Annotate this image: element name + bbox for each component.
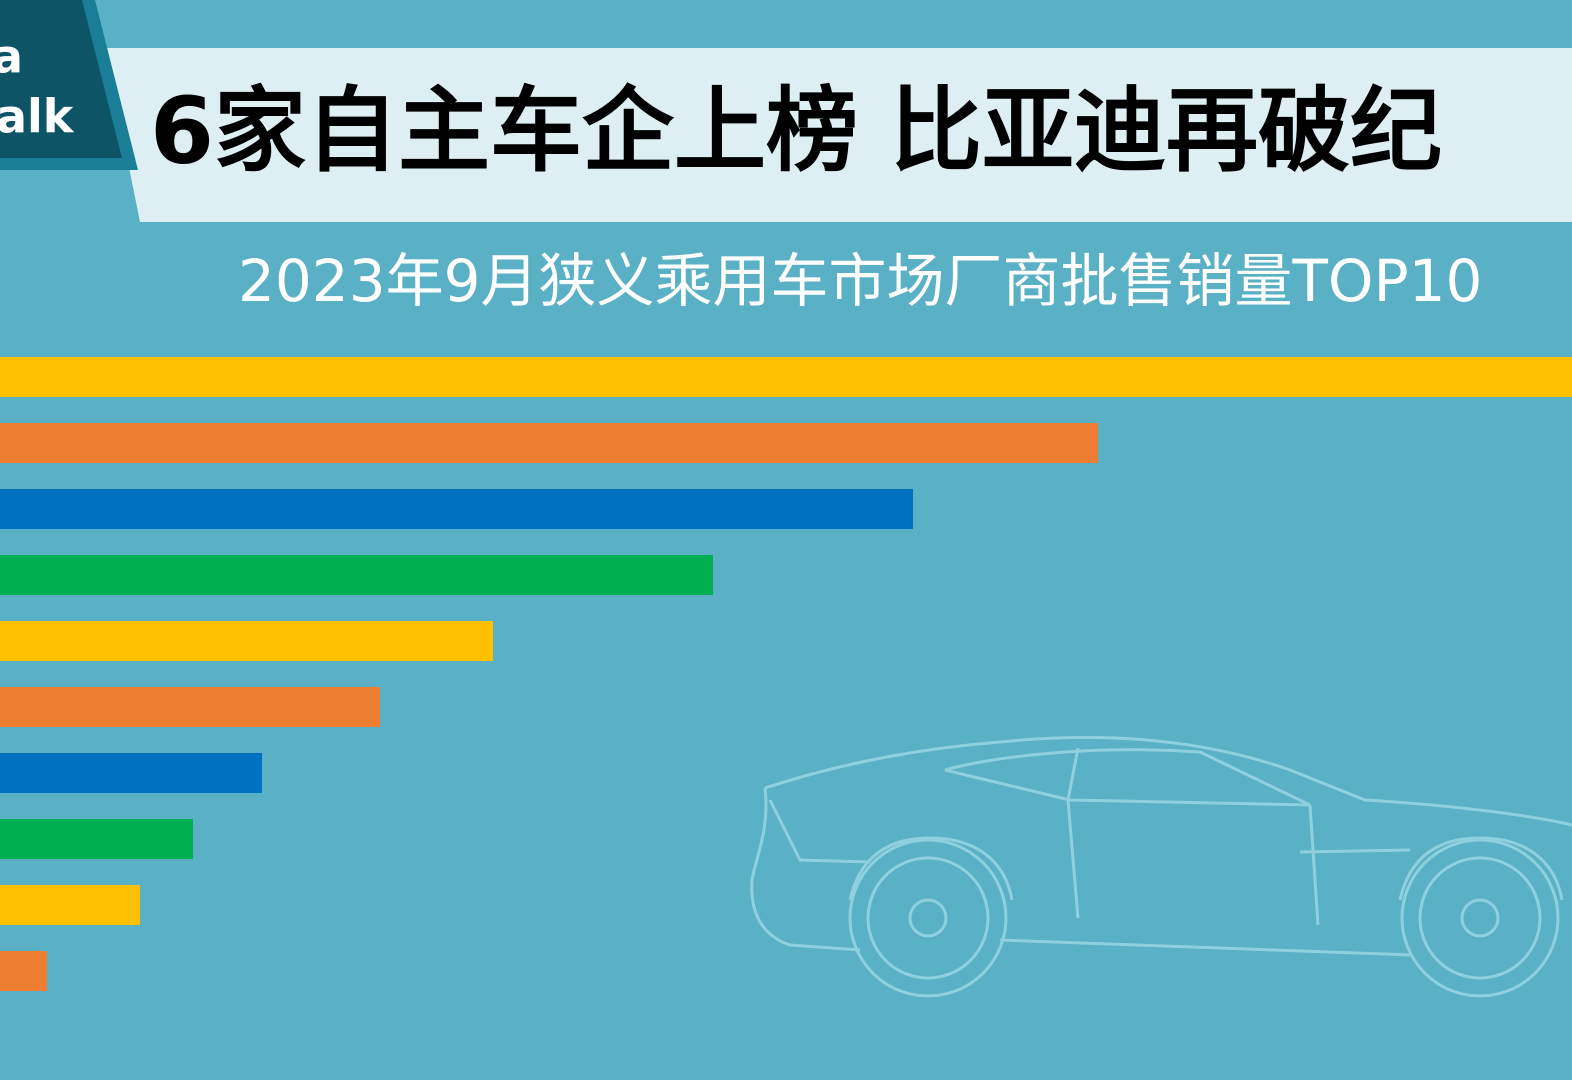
title-banner	[105, 48, 1572, 222]
car-outline	[750, 736, 1572, 998]
bar	[0, 555, 713, 595]
bar	[0, 621, 493, 661]
bar	[0, 357, 1572, 397]
chart-subtitle: 2023年9月狭义乘用车市场厂商批售销量TOP10	[238, 247, 1482, 315]
chart-title: 6家自主车企上榜 比亚迪再破纪	[150, 77, 1442, 184]
bar	[0, 885, 140, 925]
bar	[0, 753, 262, 793]
logo-text: alk	[0, 90, 75, 144]
logo-text: a	[0, 30, 23, 84]
bar	[0, 951, 47, 991]
bar	[0, 423, 1098, 463]
bar	[0, 489, 913, 529]
logo	[0, 0, 122, 158]
bar	[0, 819, 193, 859]
bar	[0, 687, 380, 727]
